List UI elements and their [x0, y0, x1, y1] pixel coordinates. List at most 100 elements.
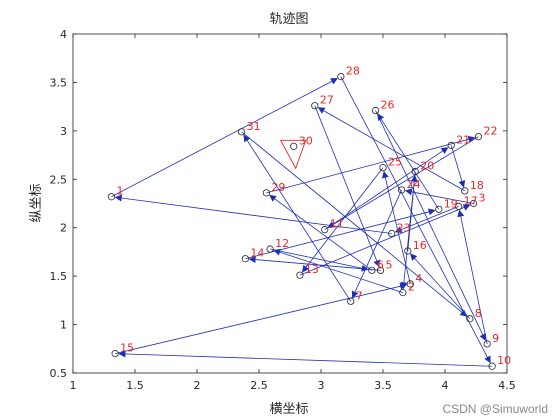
path-segment [118, 350, 493, 367]
point-marker [447, 141, 455, 149]
path-segment [243, 134, 352, 302]
path-segment [351, 189, 402, 299]
y-tick-label: 0.5 [50, 367, 68, 380]
point-marker [399, 289, 407, 297]
point-marker [404, 247, 412, 255]
path-segment [314, 105, 380, 268]
point-marker [337, 73, 345, 81]
point-marker [483, 340, 491, 348]
point-marker [107, 193, 116, 201]
point-label: 20 [420, 160, 434, 173]
point-label: 14 [250, 247, 264, 260]
point-marker [241, 255, 249, 263]
path-segment [270, 248, 369, 272]
red-triangle-marker [279, 139, 307, 170]
path-segment [400, 171, 416, 290]
point-label: 25 [388, 156, 402, 169]
path-segment [377, 113, 440, 210]
point-label: 4 [415, 272, 422, 285]
point-marker [411, 167, 419, 176]
x-tick-label: 3 [318, 379, 325, 392]
x-tick-label: 2.5 [250, 379, 268, 392]
y-tick-label: 2 [60, 222, 67, 235]
point-label: 19 [444, 197, 458, 210]
path-segment [273, 248, 403, 293]
point-marker [474, 133, 483, 141]
y-axis-label: 纵坐标 [29, 183, 44, 222]
point-label: 10 [497, 354, 511, 367]
point-marker [296, 271, 304, 279]
point-marker [376, 266, 385, 274]
path-segment [317, 107, 466, 192]
point-marker [469, 199, 478, 208]
point-marker [461, 187, 469, 195]
point-label: 6 [377, 258, 384, 271]
path-segment [450, 145, 466, 188]
path-segment [241, 131, 468, 317]
path-segment [111, 78, 338, 198]
point-label: 8 [475, 307, 482, 320]
x-tick-label: 1.5 [126, 379, 144, 392]
point-marker [266, 245, 274, 253]
point-label: 27 [320, 94, 334, 107]
point-label: 13 [305, 263, 319, 276]
point-marker [406, 280, 414, 288]
y-tick-label: 1 [60, 319, 67, 332]
point-label: 9 [492, 332, 499, 345]
point-label: 23 [397, 222, 411, 235]
x-tick-label: 1 [70, 379, 77, 392]
path-segment [299, 204, 471, 276]
point-marker [435, 205, 443, 213]
trajectory-points: 1234567891011121314151617181920212223242… [107, 65, 511, 370]
point-marker [488, 362, 496, 370]
point-label: 3 [479, 192, 486, 205]
x-tick-label: 4 [442, 379, 449, 392]
point-label: 29 [271, 181, 285, 194]
chart-title: 轨迹图 [269, 12, 308, 27]
point-marker [111, 350, 119, 358]
point-label: 15 [120, 342, 134, 355]
y-tick-label: 2.5 [50, 173, 68, 186]
point-label: 11 [330, 218, 344, 231]
y-tick-label: 1.5 [50, 270, 68, 283]
point-marker [262, 189, 271, 197]
path-segment [404, 188, 474, 204]
point-marker [321, 226, 329, 234]
point-marker [379, 164, 387, 172]
point-label: 7 [356, 289, 363, 302]
point-label: 31 [247, 120, 261, 133]
point-marker [466, 315, 474, 323]
point-marker [290, 142, 298, 150]
point-label: 12 [275, 237, 289, 250]
point-label: 1 [116, 185, 123, 198]
point-marker [368, 266, 376, 274]
path-segment [266, 135, 476, 194]
path-segment [245, 208, 436, 260]
path-segment [301, 167, 384, 273]
point-marker [397, 186, 406, 194]
watermark: CSDN @Simuworld [442, 402, 548, 416]
point-marker [311, 102, 319, 110]
y-axis: 0.5 1 1.5 2 2.5 3 3.5 4 [50, 28, 507, 380]
path-segment [394, 206, 459, 233]
point-label: 26 [381, 99, 395, 112]
x-tick-label: 3.5 [374, 379, 392, 392]
y-tick-label: 3.5 [50, 76, 68, 89]
y-tick-label: 3 [60, 125, 67, 138]
point-marker [388, 229, 396, 238]
path-segment [324, 147, 449, 230]
point-label: 21 [456, 133, 470, 146]
point-marker [238, 128, 246, 136]
path-segment [457, 209, 488, 345]
x-tick-label: 4.5 [498, 379, 516, 392]
path-segment [269, 194, 373, 271]
x-tick-label: 2 [194, 379, 201, 392]
trajectory-path [111, 76, 493, 367]
path-segment [248, 256, 381, 271]
point-label: 17 [464, 194, 478, 207]
point-label: 24 [407, 178, 421, 191]
path-segment [114, 194, 392, 234]
point-marker [347, 297, 355, 305]
point-label: 22 [483, 125, 497, 138]
